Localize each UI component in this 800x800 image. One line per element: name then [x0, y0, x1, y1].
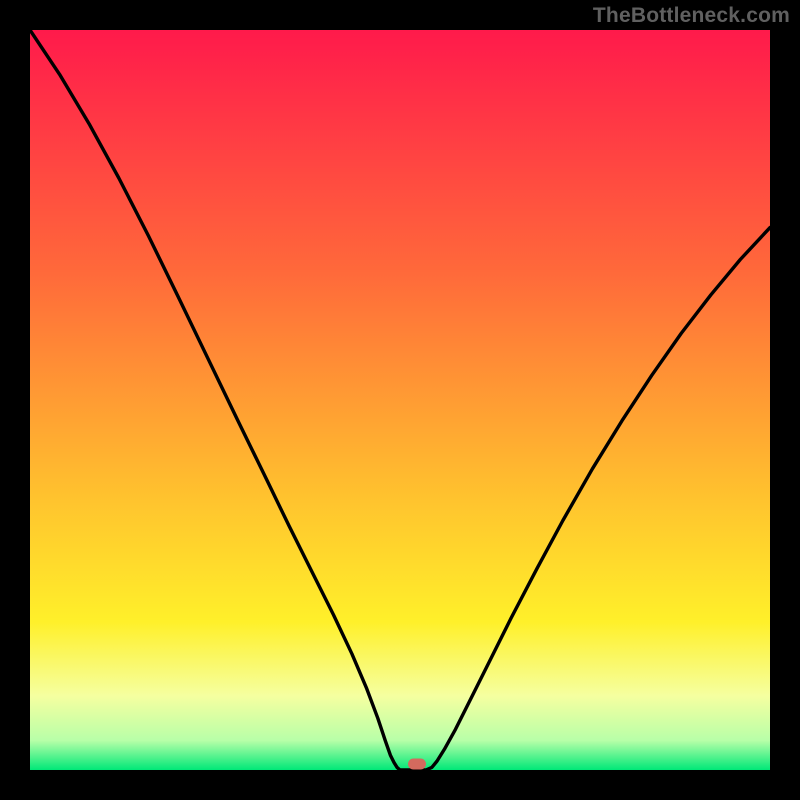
chart-frame: TheBottleneck.com [0, 0, 800, 800]
watermark-text: TheBottleneck.com [593, 4, 790, 28]
optimal-point-marker [408, 759, 426, 770]
plot-area [30, 30, 770, 770]
bottleneck-curve [30, 30, 770, 770]
curve-path [30, 30, 770, 770]
